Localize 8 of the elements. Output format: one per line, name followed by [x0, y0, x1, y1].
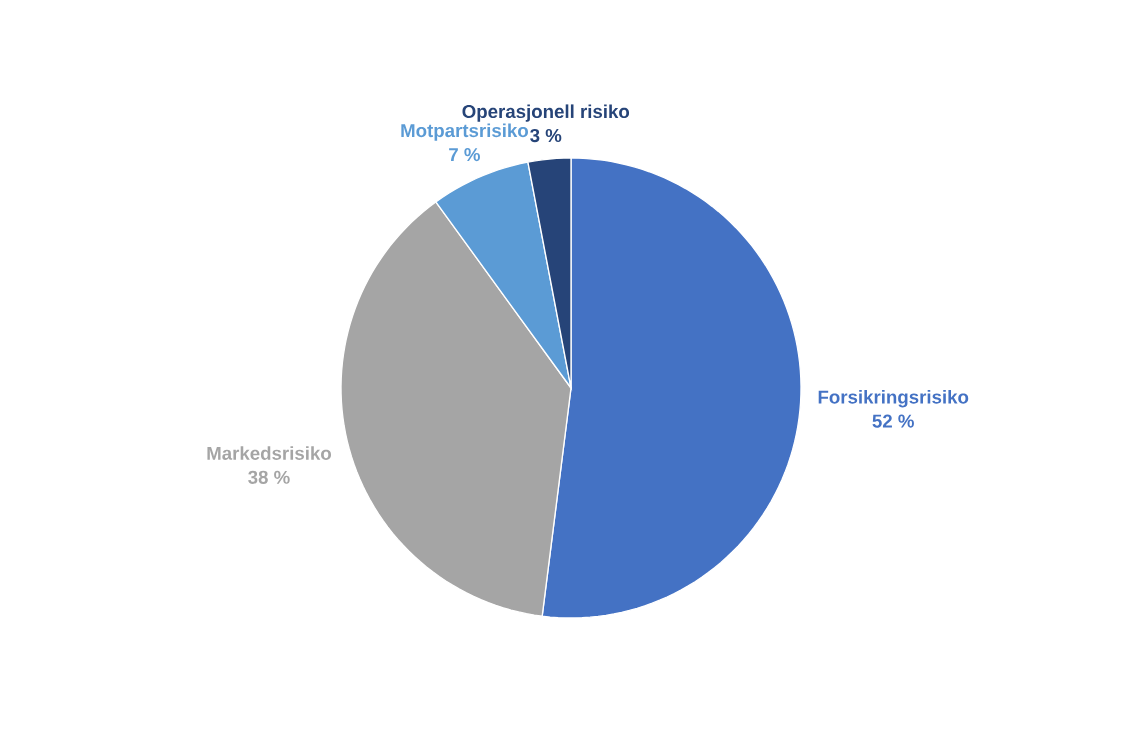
data-label: 7 % — [449, 148, 480, 162]
data-label: 3 % — [530, 128, 562, 143]
data-label: 38 % — [248, 470, 290, 484]
slice-label: Forsikringsrisiko — [818, 389, 969, 408]
slice-label: Markedsrisiko — [207, 446, 332, 460]
data-label: 52 % — [872, 414, 914, 428]
slice-label: Operasjonell risiko — [462, 104, 630, 122]
slice-label: Motpartsrisiko — [401, 123, 528, 141]
